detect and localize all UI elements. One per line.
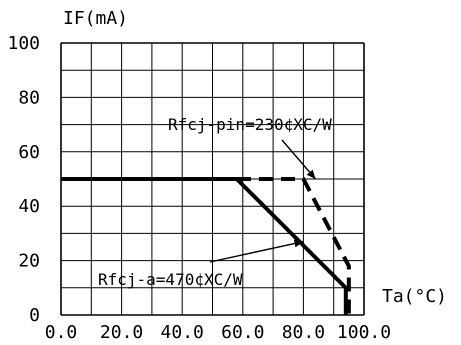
- y-tick-label: 60: [18, 142, 40, 163]
- x-tick-label: 100.0: [337, 322, 391, 343]
- y-tick-labels: 0 20 40 60 80 100: [7, 33, 40, 326]
- y-tick-label: 100: [7, 33, 40, 54]
- annotation-arrow: [209, 239, 304, 263]
- y-axis-label: IF(mA): [63, 8, 128, 29]
- y-tick-label: 80: [18, 87, 40, 108]
- x-tick-label: 80.0: [282, 322, 325, 343]
- x-tick-label: 0.0: [45, 322, 78, 343]
- annotation-arrow: [281, 139, 317, 180]
- grid-lines: [60, 42, 365, 316]
- x-tick-label: 60.0: [221, 322, 264, 343]
- x-tick-labels: 0.0 20.0 40.0 60.0 80.0 100.0: [45, 322, 391, 343]
- series-line-2: [61, 177, 351, 315]
- annotations: Rfcj-pin=230¢XC/W Rfcj-a=470¢XC/W: [98, 115, 332, 289]
- annotation-label: Rfcj-a=470¢XC/W: [98, 270, 243, 289]
- annotation-label: Rfcj-pin=230¢XC/W: [168, 115, 332, 134]
- series-line-1: [61, 177, 348, 315]
- x-tick-label: 20.0: [100, 322, 143, 343]
- series-group: [61, 177, 351, 315]
- y-tick-label: 20: [18, 251, 40, 272]
- y-tick-label: 40: [18, 196, 40, 217]
- y-tick-label: 0: [29, 305, 40, 326]
- x-axis-label: Ta(°C): [382, 286, 447, 307]
- x-tick-label: 40.0: [161, 322, 204, 343]
